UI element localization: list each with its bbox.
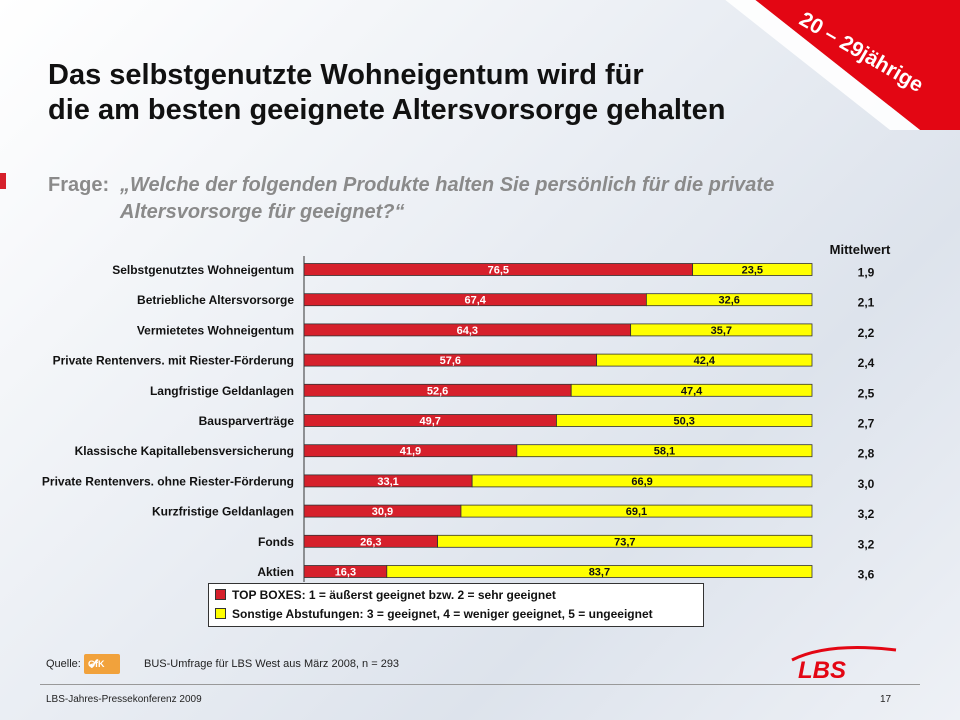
mean-value: 2,7 <box>858 417 875 431</box>
data-label-top-boxes: 64,3 <box>457 325 478 337</box>
question-line-2: Altersvorsorge für geeignet?“ <box>120 201 405 223</box>
bar-other <box>516 444 813 458</box>
mean-value: 3,2 <box>858 537 875 551</box>
age-group-banner: 20 – 29jährige <box>725 0 960 130</box>
lbs-logo-text: LBS <box>798 657 846 682</box>
bar-other <box>471 474 813 488</box>
category-label: Langfristige Geldanlagen <box>150 384 294 398</box>
category-label: Vermietetes Wohneigentum <box>137 323 294 337</box>
title-line-1: Das selbstgenutzte Wohneigentum wird für <box>48 59 644 91</box>
mean-value: 3,0 <box>858 477 875 491</box>
gfk-logo: GfK ✓ <box>84 654 120 674</box>
data-label-top-boxes: 30,9 <box>372 506 393 518</box>
lbs-logo-arc <box>791 646 897 662</box>
mean-value: 1,9 <box>858 266 875 280</box>
slide-title: Das selbstgenutzte Wohneigentum wird für… <box>48 58 848 128</box>
title-line-2: die am besten geeignete Altersvorsorge g… <box>48 94 726 126</box>
mean-value: 2,1 <box>858 296 875 310</box>
category-label: Private Rentenvers. mit Riester-Förderun… <box>53 354 294 368</box>
data-label-other: 50,3 <box>674 416 695 428</box>
check-icon: ✓ <box>88 656 101 673</box>
bar-other <box>596 353 813 367</box>
source-text: BUS-Umfrage für LBS West aus März 2008, … <box>144 658 400 670</box>
source-label: Quelle: <box>46 658 81 670</box>
category-label: Selbstgenutztes Wohneigentum <box>112 263 294 277</box>
legend-label-top-boxes: TOP BOXES: 1 = äußerst geeignet bzw. 2 =… <box>232 588 556 602</box>
data-label-other: 47,4 <box>681 385 703 397</box>
question: Frage: „Welche der folgenden Produkte hal… <box>48 172 774 226</box>
data-label-other: 35,7 <box>711 325 732 337</box>
page-number: 17 <box>880 694 892 705</box>
category-label: Fonds <box>258 535 294 549</box>
bar-other <box>437 534 813 548</box>
legend: TOP BOXES: 1 = äußerst geeignet bzw. 2 =… <box>208 583 704 627</box>
bar-other <box>556 414 813 427</box>
data-label-other: 58,1 <box>654 446 675 458</box>
data-label-other: 32,6 <box>718 295 739 307</box>
question-label: Frage: <box>48 174 110 196</box>
mean-value: 2,5 <box>858 386 875 400</box>
bar-other <box>630 323 813 337</box>
data-label-top-boxes: 41,9 <box>400 446 421 458</box>
mean-value: 3,2 <box>858 507 875 521</box>
data-label-other: 42,4 <box>694 355 716 367</box>
mean-value: 2,4 <box>858 356 875 370</box>
data-label-top-boxes: 52,6 <box>427 385 448 397</box>
data-label-top-boxes: 76,5 <box>488 265 509 277</box>
data-label-top-boxes: 26,3 <box>360 536 381 548</box>
legend-item-top-boxes: TOP BOXES: 1 = äußerst geeignet bzw. 2 =… <box>215 587 556 603</box>
data-label-top-boxes: 33,1 <box>377 476 398 488</box>
conference-label: LBS-Jahres-Pressekonferenz 2009 <box>46 694 202 705</box>
data-label-other: 83,7 <box>589 567 610 579</box>
question-marker <box>0 173 6 189</box>
data-label-other: 66,9 <box>631 476 652 488</box>
data-label-top-boxes: 57,6 <box>440 355 461 367</box>
banner-ribbon <box>755 0 960 130</box>
data-label-other: 73,7 <box>614 536 635 548</box>
category-label: Private Rentenvers. ohne Riester-Förderu… <box>42 474 294 488</box>
data-label-top-boxes: 49,7 <box>420 416 441 428</box>
question-line-1: „Welche der folgenden Produkte halten Si… <box>120 174 775 196</box>
legend-swatch-top-boxes <box>215 589 226 600</box>
banner-stripe <box>725 0 920 130</box>
data-label-other: 69,1 <box>626 506 647 518</box>
bar-other <box>386 565 813 578</box>
category-label: Bausparverträge <box>199 414 295 428</box>
footer-divider <box>40 684 920 685</box>
category-label: Aktien <box>257 565 294 579</box>
bar-other <box>570 383 813 397</box>
legend-label-other: Sonstige Abstufungen: 3 = geeignet, 4 = … <box>232 607 653 621</box>
mean-value: 2,2 <box>858 326 875 340</box>
bars: Selbstgenutztes Wohneigentum 76,5 23,5 1,9 B… <box>42 263 875 582</box>
legend-swatch-other <box>215 608 226 619</box>
mean-header: Mittelwert <box>830 242 891 257</box>
bar-other <box>645 293 813 307</box>
data-label-other: 23,5 <box>742 265 763 277</box>
bar-other <box>692 263 813 276</box>
category-label: Betriebliche Altersvorsorge <box>137 293 294 307</box>
category-label: Kurzfristige Geldanlagen <box>152 505 294 519</box>
legend-item-other: Sonstige Abstufungen: 3 = geeignet, 4 = … <box>215 606 653 622</box>
mean-value: 2,8 <box>858 447 875 461</box>
lbs-logo: LBS <box>791 646 897 682</box>
data-label-top-boxes: 16,3 <box>335 567 356 579</box>
data-label-top-boxes: 67,4 <box>464 295 486 307</box>
mean-value: 3,6 <box>858 568 875 582</box>
bar-other <box>460 504 813 518</box>
gfk-logo-text: GfK <box>88 659 105 669</box>
stacked-bar-chart: Mittelwert Selbstgenutztes Wohneigentum 7… <box>42 242 891 582</box>
category-label: Klassische Kapitallebensversicherung <box>75 444 294 458</box>
